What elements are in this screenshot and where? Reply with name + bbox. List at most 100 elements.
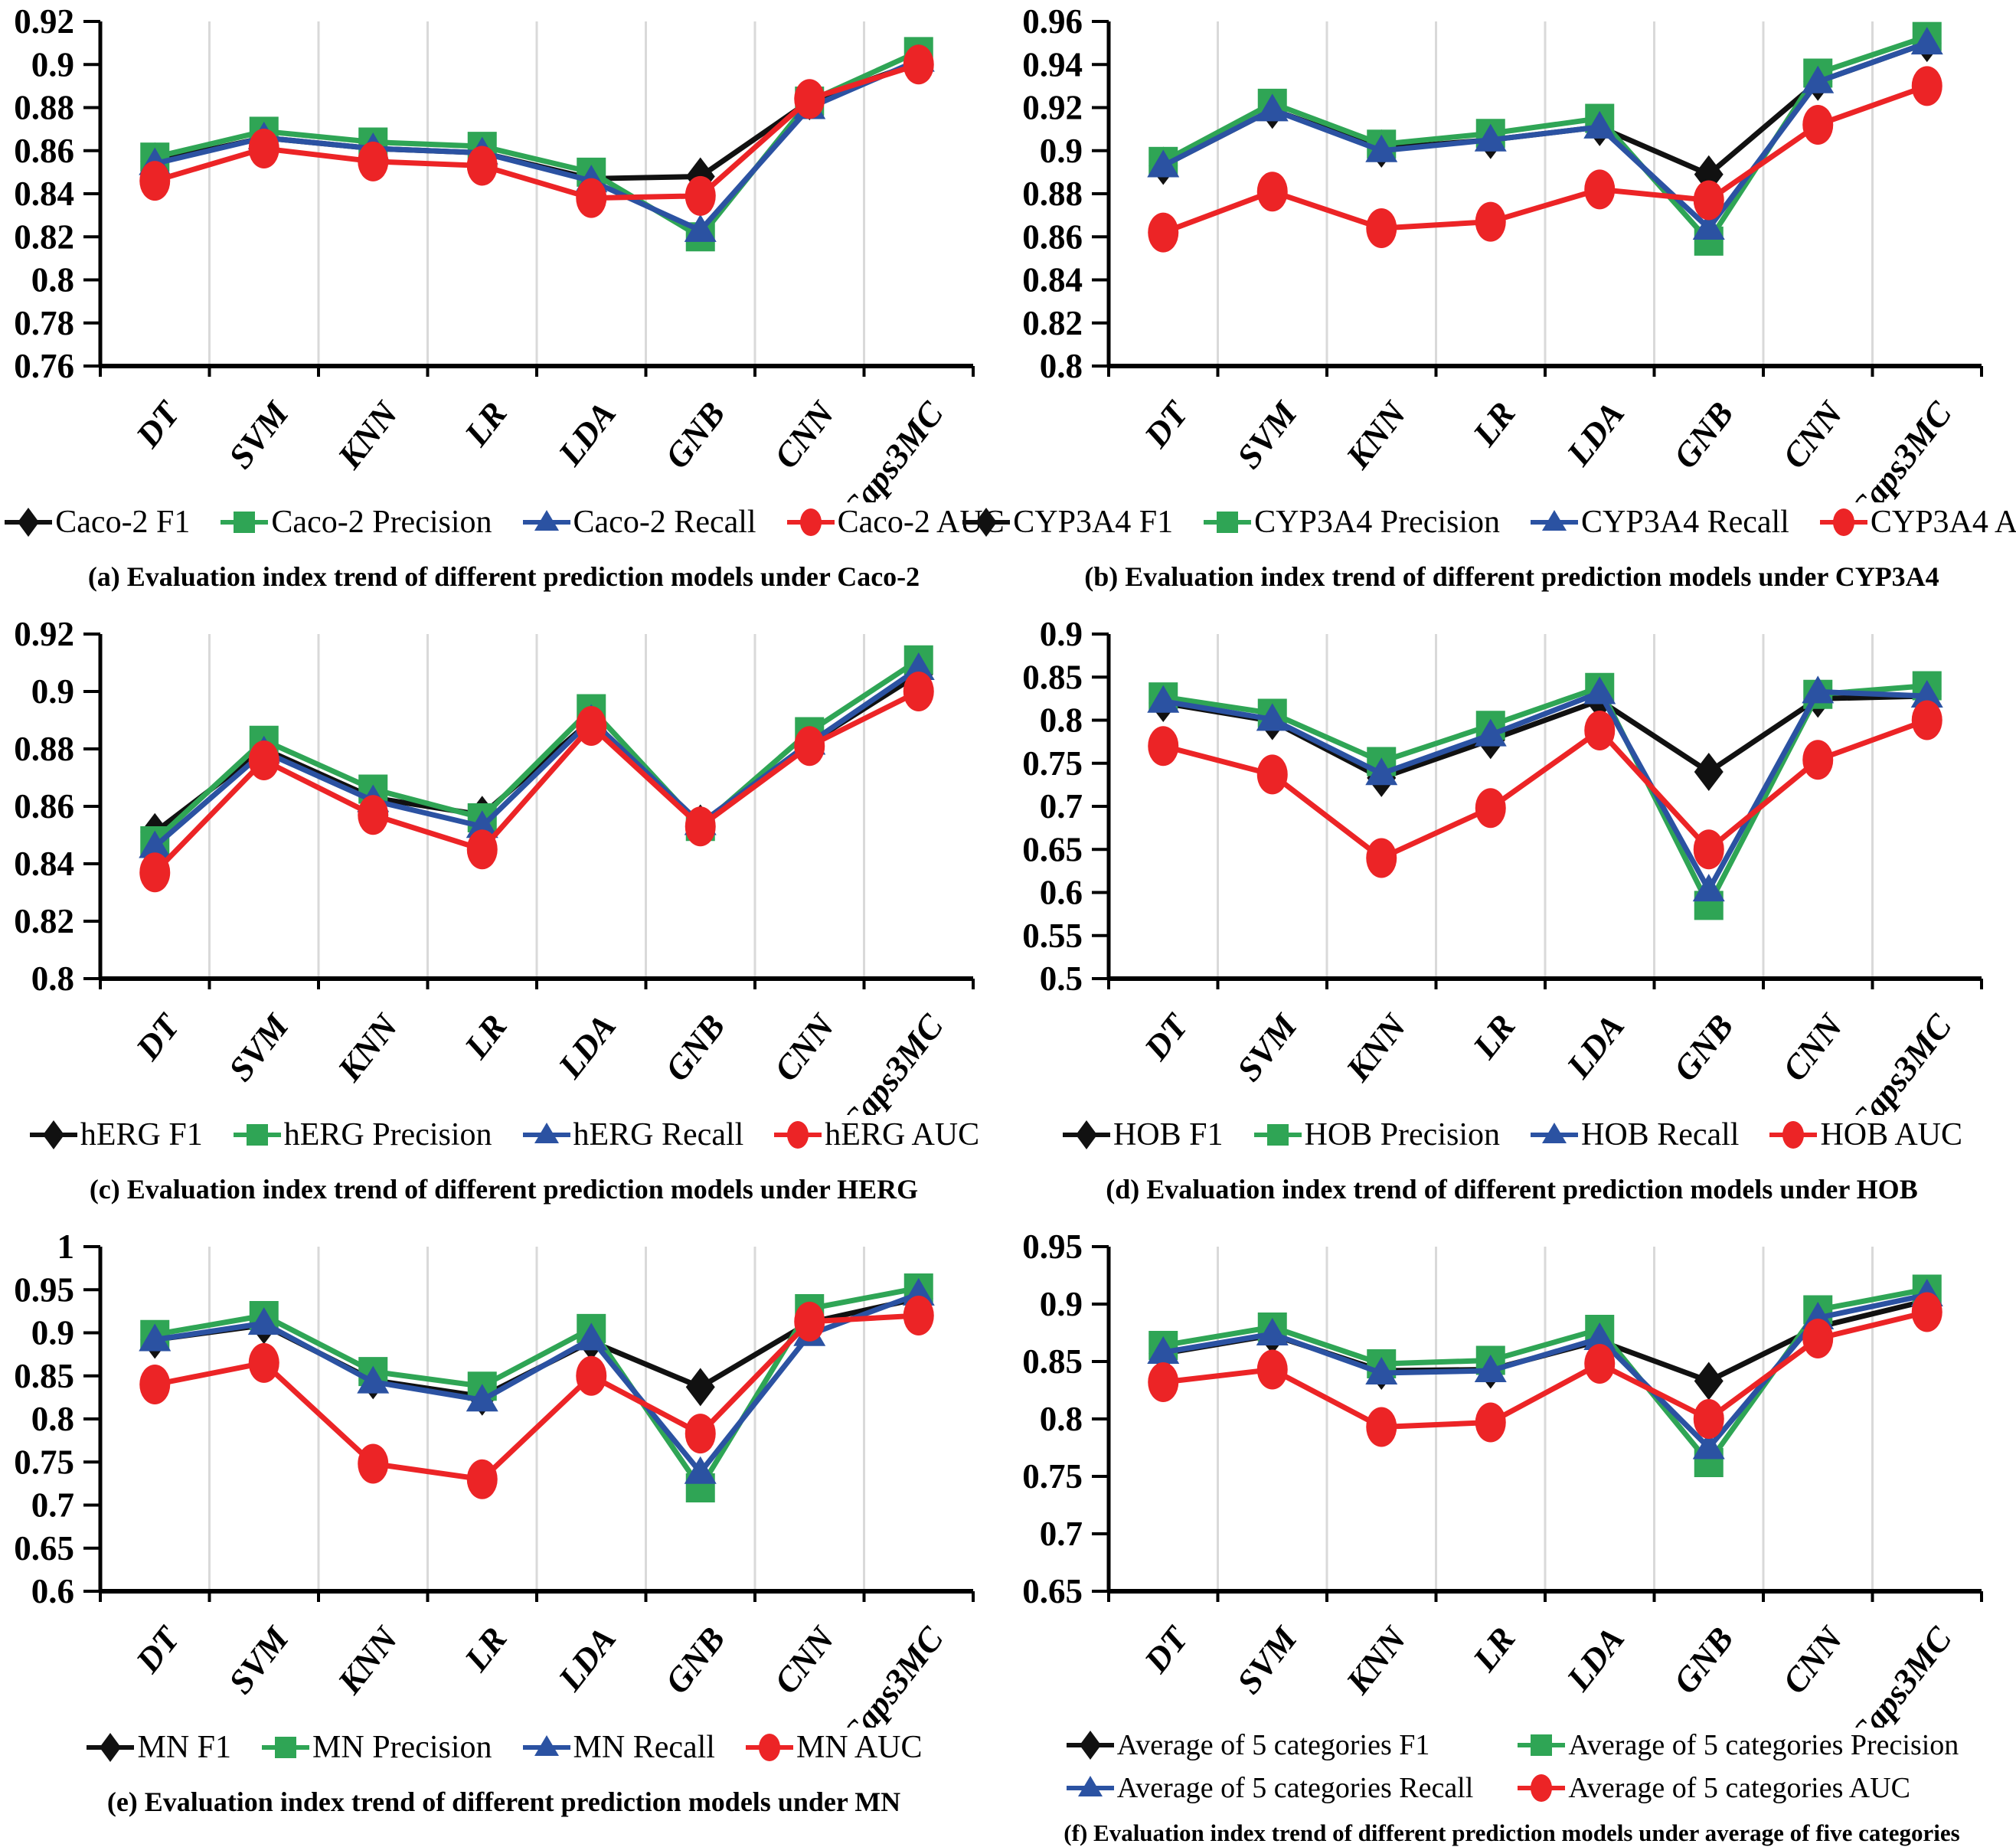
svg-text:0.75: 0.75 [1022,744,1083,783]
square-marker-icon [1204,512,1252,533]
legend-item: MN Recall [521,1729,715,1766]
svg-text:0.86: 0.86 [14,132,74,170]
legend-item: HOB F1 [1061,1116,1224,1153]
svg-text:KNN: KNN [1338,1619,1413,1702]
svg-text:1: 1 [57,1230,75,1266]
caption-average: (f) Evaluation index trend of different … [1064,1819,1960,1846]
svg-text:0.8: 0.8 [31,261,74,299]
legend-item: Average of 5 categories F1 [1065,1728,1429,1763]
svg-text:LR: LR [1465,1007,1522,1066]
circle-marker-icon [1769,1121,1818,1149]
svg-text:0.65: 0.65 [1022,1572,1083,1610]
svg-text:0.85: 0.85 [1022,658,1083,696]
legend-item: MN F1 [85,1729,231,1766]
legend-label: MN Recall [573,1730,715,1765]
svg-text:0.92: 0.92 [1022,89,1083,127]
svg-text:GNB: GNB [1665,1007,1740,1088]
chart-herg: 0.8 0.82 0.84 0.86 0.88 0.9 0.92 DT SVM KNN LR LDA G… [10,617,998,1115]
svg-text:SVM: SVM [1229,394,1305,476]
legend-mn: MN F1 MN Precision MN Recall MN AUC [85,1729,923,1766]
panel-a: 0.76 0.78 0.8 0.82 0.84 0.86 0.88 0.9 0.92 DT SVM K… [0,0,1008,613]
svg-text:0.9: 0.9 [1039,1285,1082,1323]
chart-caco2: 0.76 0.78 0.8 0.82 0.84 0.86 0.88 0.9 0.92 DT SVM K… [10,5,998,502]
svg-text:DT: DT [1136,1619,1196,1680]
svg-text:GNB: GNB [1665,394,1740,476]
svg-text:LDA: LDA [551,1620,623,1698]
chart-svg: 0.65 0.7 0.75 0.8 0.85 0.9 0.95 DT SVM KNN LR LDA GN… [1022,1230,1983,1728]
svg-text:SVM: SVM [221,1619,297,1701]
svg-text:KNN: KNN [330,1006,406,1089]
legend-item: CYP3A4 AUC [1818,504,2016,541]
legend-item: Caco-2 F1 [3,504,190,541]
legend-average: Average of 5 categories F1 Average of 5 c… [1065,1728,1959,1806]
svg-text:GNB: GNB [658,1620,733,1701]
svg-text:CNN: CNN [1775,1006,1851,1088]
legend-hob: HOB F1 HOB Precision HOB Recall HOB AUC [1061,1116,1962,1153]
svg-text:0.85: 0.85 [1022,1342,1083,1381]
svg-text:0.88: 0.88 [14,89,74,127]
legend-label: HOB F1 [1113,1117,1224,1152]
circle-marker-icon [774,1121,822,1149]
svg-text:DT: DT [1136,1006,1196,1067]
svg-text:0.88: 0.88 [14,730,74,768]
chart-svg: 0.8 0.82 0.84 0.86 0.88 0.9 0.92 0.94 0.96 DT SVM K… [1022,5,1983,502]
svg-text:0.84: 0.84 [14,845,74,883]
svg-text:DT: DT [1136,394,1196,455]
legend-item: CYP3A4 F1 [961,504,1173,541]
svg-text:LDA: LDA [551,394,623,472]
legend-label: MN Precision [312,1730,492,1765]
svg-text:KNN: KNN [330,394,406,476]
legend-label: hERG F1 [80,1117,203,1152]
svg-text:DT: DT [128,1006,188,1067]
panel-b: 0.8 0.82 0.84 0.86 0.88 0.9 0.92 0.94 0.96 DT SVM K… [962,0,2016,613]
svg-text:LDA: LDA [551,1007,623,1085]
svg-text:SVM: SVM [221,394,297,476]
triangle-marker-icon [522,1123,570,1143]
svg-text:0.8: 0.8 [31,959,74,998]
caption-herg: (c) Evaluation index trend of different … [89,1174,919,1205]
svg-text:0.75: 0.75 [1022,1457,1083,1496]
legend-item: Average of 5 categories Precision [1516,1728,1959,1763]
svg-text:0.8: 0.8 [1039,347,1082,385]
svg-text:0.82: 0.82 [14,217,74,256]
chart-average: 0.65 0.7 0.75 0.8 0.85 0.9 0.95 DT SVM KNN LR LDA GN… [1018,1230,2006,1728]
chart-svg: 0.8 0.82 0.84 0.86 0.88 0.9 0.92 DT SVM KNN LR LDA G… [14,617,975,1115]
svg-text:KNN: KNN [1338,1006,1413,1089]
svg-text:0.9: 0.9 [31,672,74,711]
svg-text:0.75: 0.75 [14,1443,74,1481]
svg-text:0.9: 0.9 [31,45,74,83]
svg-text:0.96: 0.96 [1022,5,1083,41]
svg-text:Caps3MC: Caps3MC [833,1007,951,1115]
svg-text:DT: DT [128,394,188,455]
svg-text:0.92: 0.92 [14,5,74,41]
legend-label: MN F1 [137,1730,232,1765]
svg-text:0.95: 0.95 [1022,1230,1083,1266]
diamond-marker-icon [87,1733,135,1762]
legend-label: hERG Recall [573,1117,744,1152]
legend-item: HOB Recall [1529,1116,1739,1153]
legend-item: Average of 5 categories Recall [1065,1770,1474,1806]
panel-e: 0.6 0.65 0.7 0.75 0.8 0.85 0.9 0.95 1 DT SVM KNN LR L… [0,1225,1008,1841]
svg-text:LDA: LDA [1558,1007,1631,1085]
svg-text:LR: LR [456,394,514,453]
panel-f: 0.65 0.7 0.75 0.8 0.85 0.9 0.95 DT SVM KNN LR LDA GN… [1008,1225,2016,1846]
caption-hob: (d) Evaluation index trend of different … [1106,1174,1918,1205]
svg-text:GNB: GNB [658,1007,733,1088]
svg-text:CNN: CNN [1775,394,1851,476]
panel-c: 0.8 0.82 0.84 0.86 0.88 0.9 0.92 DT SVM KNN LR LDA G… [0,613,1008,1225]
svg-text:0.55: 0.55 [1022,917,1083,955]
legend-label: Caco-2 Precision [271,505,492,540]
legend-cyp3a4: CYP3A4 F1 CYP3A4 Precision CYP3A4 Recall CY… [961,504,2016,541]
legend-label: Average of 5 categories Recall [1116,1772,1474,1804]
svg-text:0.82: 0.82 [1022,304,1083,342]
triangle-marker-icon [522,1735,570,1756]
svg-text:0.78: 0.78 [14,304,74,342]
caption-caco2: (a) Evaluation index trend of different … [87,561,920,592]
circle-marker-icon [1518,1774,1566,1802]
circle-marker-icon [1819,508,1867,536]
svg-text:Caps3MC: Caps3MC [1841,394,1959,502]
svg-text:0.8: 0.8 [31,1400,74,1438]
legend-item: CYP3A4 Precision [1202,504,1500,541]
svg-text:DT: DT [128,1619,188,1680]
